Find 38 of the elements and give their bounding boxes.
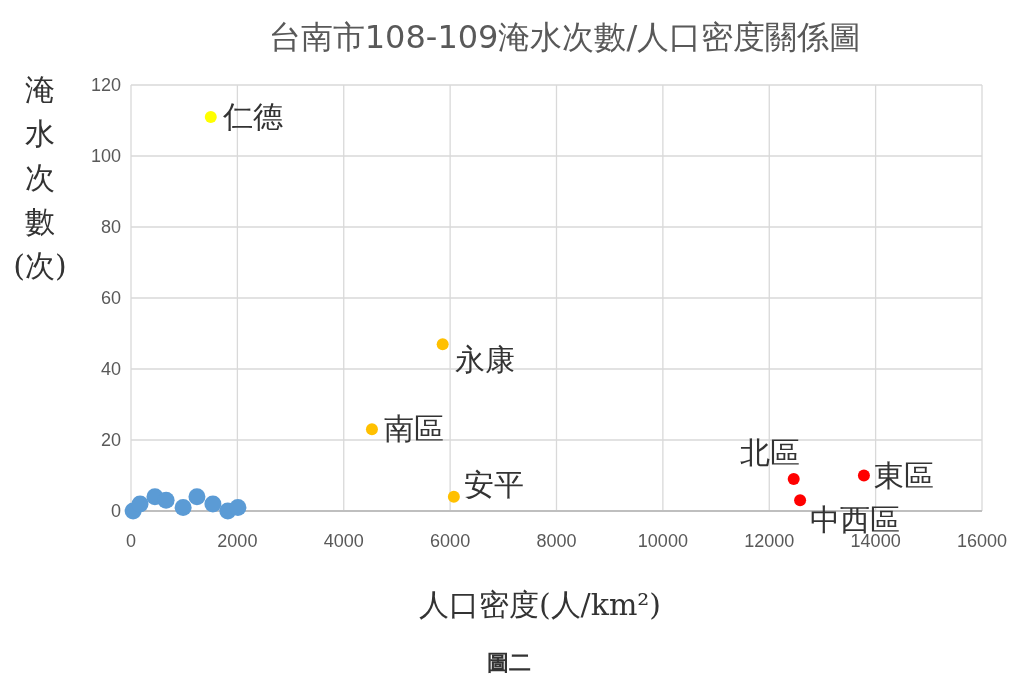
x-tick-label: 10000 (637, 531, 688, 551)
point (229, 498, 247, 516)
y-tick-label: 80 (100, 217, 121, 237)
x-tick-label: 12000 (744, 531, 795, 551)
y-tick-label: 0 (110, 501, 121, 521)
x-tick-label: 4000 (323, 531, 364, 551)
y-tick-label: 100 (90, 146, 121, 166)
point (365, 423, 378, 436)
point (204, 495, 222, 513)
point (794, 494, 807, 507)
x-tick-label: 2000 (217, 531, 258, 551)
point (857, 469, 870, 482)
point (188, 488, 206, 506)
x-axis-title: 人口密度(人/km²) (418, 587, 662, 622)
point (204, 110, 217, 123)
annotation: 仁德 (221, 98, 283, 134)
point (174, 498, 192, 516)
text: 圖二 (487, 649, 531, 675)
x-tick-label: 8000 (536, 531, 577, 551)
point (436, 338, 449, 351)
annotation: 永康 (454, 342, 515, 378)
x-tick-label: 16000 (956, 531, 1008, 551)
point (447, 490, 460, 503)
annotation: 安平 (463, 466, 524, 502)
annotation: 北區 (739, 435, 800, 471)
annotation: 南區 (383, 411, 444, 447)
y-tick-label: 40 (100, 359, 121, 379)
point (787, 473, 800, 486)
annotation: 東區 (873, 457, 934, 493)
y-axis-title: 淹水次數(次) (13, 72, 67, 283)
x-tick-label: 6000 (430, 531, 471, 551)
y-tick-label: 20 (100, 430, 121, 450)
chart-title: 台南市108-109淹水次數/人口密度關係圖 (268, 18, 862, 56)
x-tick-label: 0 (125, 531, 137, 551)
y-tick-label: 60 (100, 288, 121, 308)
point (131, 495, 149, 513)
point (157, 491, 175, 509)
y-tick-label: 120 (90, 75, 121, 95)
